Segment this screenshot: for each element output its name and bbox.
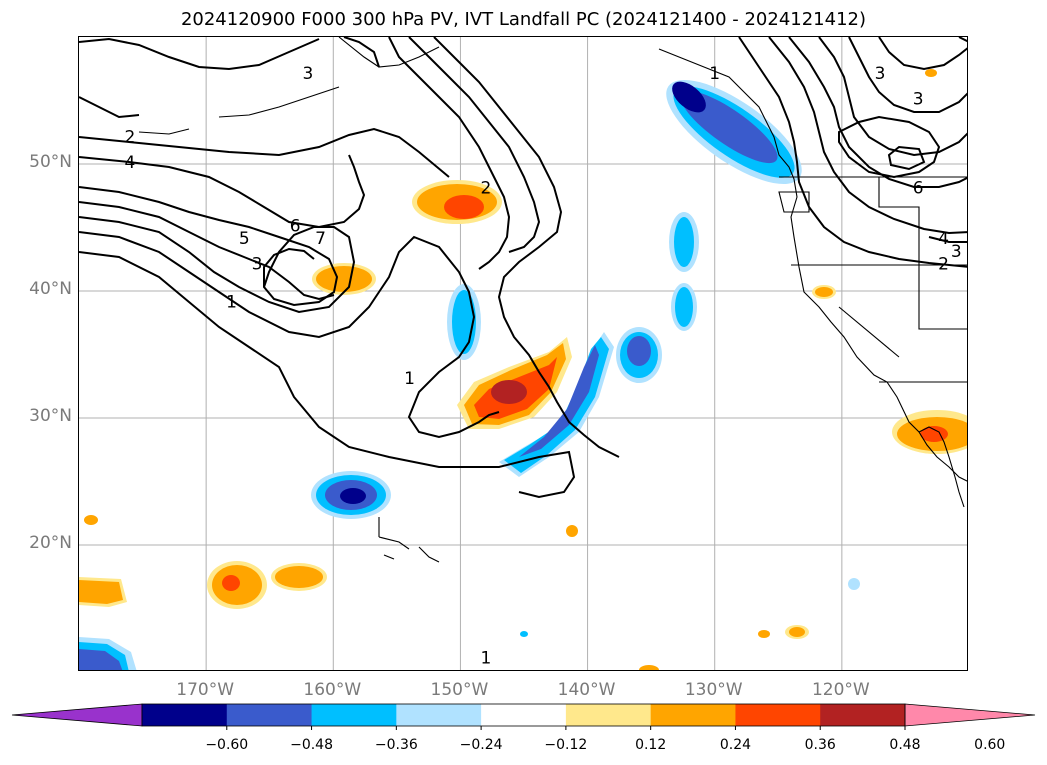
gridlines bbox=[79, 37, 967, 670]
colorbar-tick-label: −0.24 bbox=[459, 737, 503, 753]
pos-anomaly-southwest bbox=[79, 561, 327, 609]
lon-tick-label: 130°W bbox=[684, 680, 743, 700]
neg-anomaly-central-band bbox=[499, 332, 614, 477]
colorbar-extend-high bbox=[904, 703, 1036, 727]
colorbar bbox=[11, 703, 1036, 730]
lat-tick-label: 50°N bbox=[29, 152, 72, 172]
colorbar-tick-label: −0.60 bbox=[205, 737, 249, 753]
lat-tick-label: 40°N bbox=[29, 279, 72, 299]
pos-anomaly-central bbox=[457, 337, 572, 429]
neg-anomaly-sw-corner bbox=[79, 637, 137, 670]
contour-label: 6 bbox=[290, 217, 301, 237]
pos-anomaly-baja bbox=[892, 410, 967, 454]
colorbar-tick-label: 0.48 bbox=[889, 737, 921, 753]
contour-label: 3 bbox=[913, 90, 924, 110]
colorbar-tick-label: 0.12 bbox=[635, 737, 667, 753]
neg-anomaly-small-2 bbox=[669, 212, 699, 272]
contour-label: 2 bbox=[124, 128, 135, 148]
coastlines bbox=[138, 37, 967, 563]
colorbar-extend-low bbox=[11, 703, 143, 727]
neg-anomaly-small-dots bbox=[520, 578, 860, 637]
contour-label: 6 bbox=[913, 178, 924, 198]
contour-label: 1 bbox=[226, 293, 237, 313]
colorbar-segment bbox=[481, 704, 567, 726]
pv-shading bbox=[79, 69, 967, 670]
contour-label: 3 bbox=[951, 242, 962, 262]
colorbar-segment bbox=[396, 704, 482, 726]
pos-anomaly-west-small bbox=[312, 263, 376, 295]
colorbar-tick-label: −0.12 bbox=[544, 737, 588, 753]
contour-label: 5 bbox=[239, 229, 250, 249]
contour-label: 1 bbox=[404, 369, 415, 389]
contour-label: 1 bbox=[709, 64, 720, 84]
contour-label: 1 bbox=[480, 648, 491, 668]
neg-anomaly-east-blob bbox=[616, 327, 662, 383]
colorbar-segment bbox=[650, 704, 736, 726]
lon-tick-label: 150°W bbox=[430, 680, 489, 700]
colorbar-tick-label: −0.48 bbox=[290, 737, 333, 753]
lon-tick-label: 160°W bbox=[303, 680, 362, 700]
colorbar-tick-label: 0.60 bbox=[974, 737, 1006, 753]
colorbar-segment bbox=[142, 704, 228, 726]
neg-anomaly-small-3 bbox=[671, 283, 697, 331]
lon-tick-label: 170°W bbox=[176, 680, 235, 700]
contour-label: 7 bbox=[315, 229, 326, 249]
contour-label: 3 bbox=[252, 255, 263, 275]
pos-anomaly-northeast bbox=[412, 180, 502, 224]
figure-title: 2024120900 F000 300 hPa PV, IVT Landfall… bbox=[180, 9, 867, 30]
contour-label: 4 bbox=[124, 153, 135, 173]
colorbar-tick-label: −0.36 bbox=[374, 737, 418, 753]
contour-label: 2 bbox=[480, 178, 491, 198]
pv-contours bbox=[79, 37, 967, 499]
lon-tick-label: 120°W bbox=[811, 680, 870, 700]
contour-label: 3 bbox=[302, 64, 313, 84]
contour-label: 2 bbox=[938, 255, 949, 275]
contour-label: 3 bbox=[875, 64, 886, 84]
colorbar-tick-label: 0.24 bbox=[719, 737, 752, 753]
lat-tick-label: 30°N bbox=[29, 406, 72, 426]
neg-anomaly-bc-coast bbox=[666, 79, 802, 185]
colorbar-segment bbox=[735, 704, 821, 726]
colorbar-segment bbox=[311, 704, 397, 726]
lat-tick-label: 20°N bbox=[29, 533, 72, 553]
contour-label: 4 bbox=[938, 229, 949, 249]
pos-anomaly-small-dots bbox=[84, 69, 937, 670]
lon-tick-label: 140°W bbox=[557, 680, 616, 700]
colorbar-segment bbox=[226, 704, 313, 726]
colorbar-segment bbox=[820, 704, 906, 726]
colorbar-tick-label: 0.36 bbox=[804, 737, 836, 753]
colorbar-segment bbox=[565, 704, 652, 726]
neg-anomaly-hawaii bbox=[311, 471, 391, 519]
